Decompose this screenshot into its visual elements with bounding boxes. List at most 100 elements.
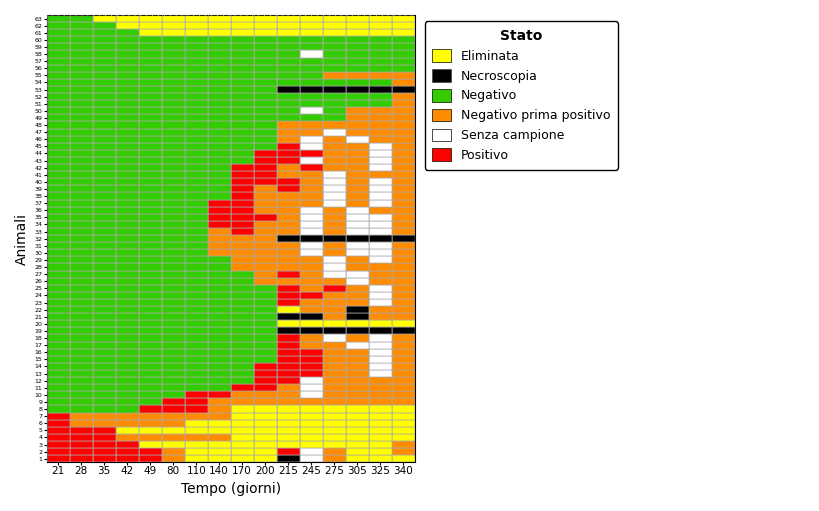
Bar [299,22,322,29]
Bar [369,100,391,107]
Bar [184,72,207,79]
Bar [369,292,391,299]
Bar [184,93,207,100]
Bar [276,420,299,427]
Bar [276,341,299,349]
Bar [230,29,253,36]
Bar [138,221,161,228]
Bar [391,58,414,65]
Bar [299,399,322,406]
Bar [184,249,207,257]
Bar [93,406,115,412]
Bar [207,93,230,100]
Bar [70,271,93,277]
Bar [253,65,276,72]
Bar [207,214,230,221]
Bar [276,391,299,399]
Bar [322,406,346,412]
Bar [253,86,276,93]
Bar [346,349,369,356]
Bar [346,29,369,36]
Bar [47,122,70,129]
Bar [47,306,70,313]
Bar [93,136,115,143]
Bar [369,277,391,285]
Bar [276,100,299,107]
Bar [115,129,138,136]
Bar [391,122,414,129]
Bar [161,341,184,349]
Bar [346,122,369,129]
Bar [346,65,369,72]
Bar [93,292,115,299]
Bar [138,455,161,462]
Bar [276,349,299,356]
Bar [115,235,138,242]
Bar [322,58,346,65]
Bar [253,277,276,285]
Bar [93,157,115,164]
Bar [93,306,115,313]
Bar [161,363,184,370]
Bar [184,292,207,299]
Bar [299,285,322,292]
Bar [207,200,230,206]
Bar [207,72,230,79]
Bar [276,200,299,206]
Bar [138,29,161,36]
Bar [253,427,276,434]
Bar [138,157,161,164]
Bar [322,164,346,171]
Bar [70,441,93,448]
Bar [346,299,369,306]
Bar [299,51,322,58]
Bar [207,136,230,143]
Bar [276,264,299,271]
Bar [276,235,299,242]
Bar [70,164,93,171]
Bar [230,320,253,328]
Bar [253,185,276,193]
Bar [70,434,93,441]
Bar [391,320,414,328]
Bar [230,448,253,455]
Bar [207,399,230,406]
Bar [276,43,299,51]
Bar [346,58,369,65]
Bar [161,384,184,391]
Bar [70,107,93,114]
Bar [346,235,369,242]
Bar [207,441,230,448]
Bar [253,171,276,178]
Bar [391,65,414,72]
Bar [299,129,322,136]
Bar [70,249,93,257]
Bar [299,72,322,79]
Bar [207,129,230,136]
Bar [322,349,346,356]
Bar [253,129,276,136]
Bar [70,328,93,335]
Bar [346,306,369,313]
Bar [276,335,299,341]
Bar [346,86,369,93]
Bar [115,391,138,399]
Bar [253,200,276,206]
Bar [207,277,230,285]
Bar [299,58,322,65]
Bar [230,107,253,114]
Bar [115,363,138,370]
Bar [115,427,138,434]
Bar [115,277,138,285]
Bar [253,178,276,185]
Bar [93,185,115,193]
Bar [322,420,346,427]
Bar [253,257,276,264]
Bar [115,22,138,29]
Bar [391,200,414,206]
Bar [369,206,391,214]
Bar [369,313,391,320]
Bar [346,370,369,377]
Bar [299,349,322,356]
Bar [391,206,414,214]
